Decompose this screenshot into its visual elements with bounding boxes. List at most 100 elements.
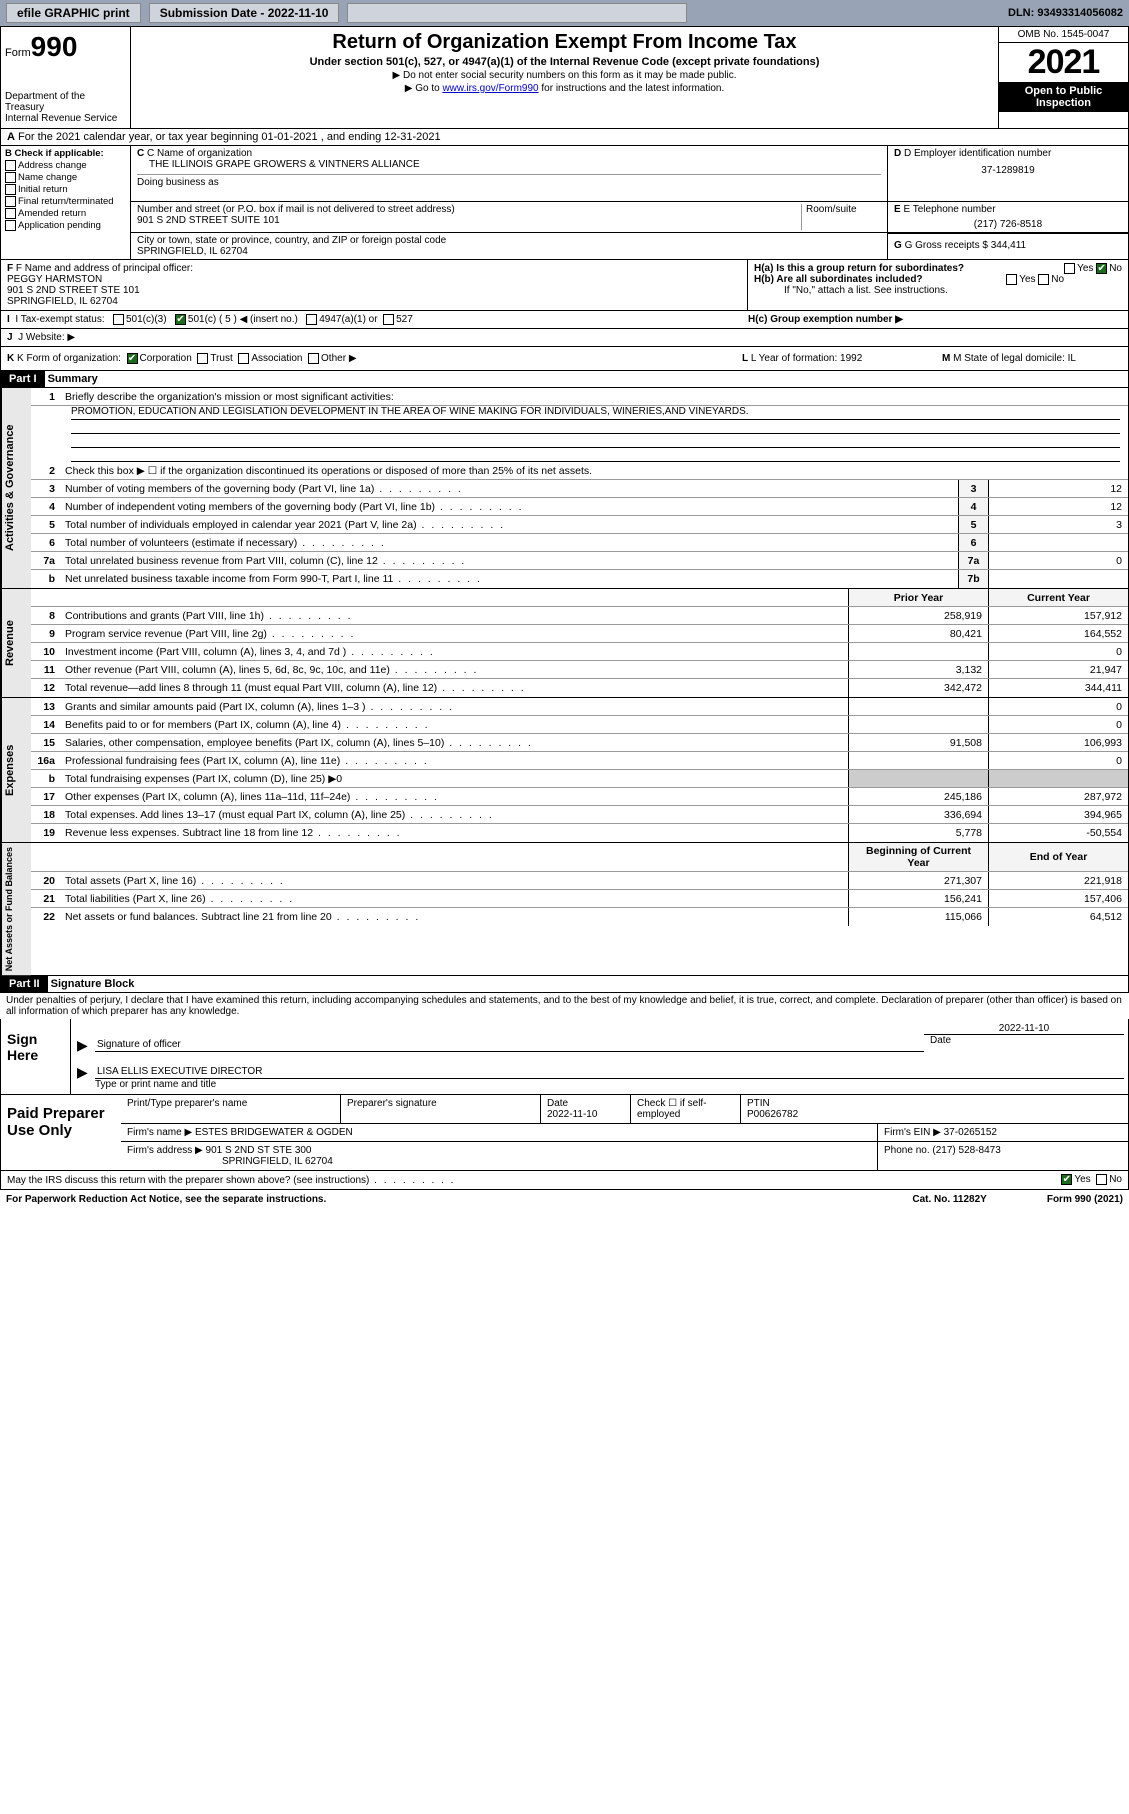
officer-name-title: LISA ELLIS EXECUTIVE DIRECTOR <box>97 1066 262 1077</box>
col-end: End of Year <box>988 843 1128 871</box>
line-8-text: Contributions and grants (Part VIII, lin… <box>61 608 848 624</box>
line-b-val <box>988 570 1128 588</box>
section-revenue: Revenue Prior YearCurrent Year 8Contribu… <box>0 589 1129 698</box>
line-13-curr: 0 <box>988 698 1128 715</box>
ein-value: 37-1289819 <box>894 165 1122 176</box>
city-value: SPRINGFIELD, IL 62704 <box>137 246 881 257</box>
dept-label: Department of the Treasury <box>5 91 126 113</box>
line-14-prior <box>848 716 988 733</box>
line-16a-curr: 0 <box>988 752 1128 769</box>
phone-value: (217) 726-8518 <box>894 219 1122 230</box>
line-3-val: 12 <box>988 480 1128 497</box>
chk-address-change[interactable]: Address change <box>5 160 126 171</box>
chk-final-return[interactable]: Final return/terminated <box>5 196 126 207</box>
col-d-label: D D Employer identification number <box>894 148 1122 159</box>
col-prior: Prior Year <box>848 589 988 606</box>
footer-left: For Paperwork Reduction Act Notice, see … <box>6 1194 326 1205</box>
section-expenses: Expenses 13Grants and similar amounts pa… <box>0 698 1129 843</box>
col-g: G G Gross receipts $ 344,411 <box>888 233 1128 259</box>
line-14-curr: 0 <box>988 716 1128 733</box>
side-expenses: Expenses <box>1 698 31 842</box>
q1-label: Briefly describe the organization's miss… <box>61 389 1128 405</box>
form-note-2: ▶ Go to www.irs.gov/Form990 for instruct… <box>139 83 990 94</box>
line-18-text: Total expenses. Add lines 13–17 (must eq… <box>61 807 848 823</box>
officer-city: SPRINGFIELD, IL 62704 <box>7 296 741 307</box>
paid-preparer-block: Paid Preparer Use Only Print/Type prepar… <box>0 1095 1129 1171</box>
irs-link[interactable]: www.irs.gov/Form990 <box>442 83 538 94</box>
line-20-text: Total assets (Part X, line 16) <box>61 873 848 889</box>
chk-app-pending[interactable]: Application pending <box>5 220 126 231</box>
sign-here-block: Sign Here 2022-11-10 ▶Signature of offic… <box>0 1019 1129 1095</box>
firm-addr-label: Firm's address ▶ <box>127 1145 203 1156</box>
h-a: H(a) Is this a group return for subordin… <box>754 263 1122 274</box>
line-5-text: Total number of individuals employed in … <box>61 517 958 533</box>
part1-header: Part I <box>1 371 45 387</box>
firm-addr: 901 S 2ND ST STE 300 <box>206 1145 312 1156</box>
h-b: H(b) Are all subordinates included? Yes … <box>754 274 1122 285</box>
line-18-prior: 336,694 <box>848 806 988 823</box>
efile-print-button[interactable]: efile GRAPHIC print <box>6 3 141 23</box>
line-10-curr: 0 <box>988 643 1128 660</box>
inspection-badge: Open to Public Inspection <box>999 82 1128 112</box>
line-4-box: 4 <box>958 498 988 515</box>
line-9-text: Program service revenue (Part VIII, line… <box>61 626 848 642</box>
line-3-box: 3 <box>958 480 988 497</box>
sig-officer-label: Signature of officer <box>97 1039 181 1050</box>
line-22-text: Net assets or fund balances. Subtract li… <box>61 909 848 925</box>
addr-label: Number and street (or P.O. box if mail i… <box>137 204 801 215</box>
sig-date: 2022-11-10 <box>924 1023 1124 1035</box>
row-k: K K Form of organization: ✔Corporation T… <box>0 347 1129 371</box>
line-12-prior: 342,472 <box>848 679 988 697</box>
page-footer: For Paperwork Reduction Act Notice, see … <box>0 1190 1129 1209</box>
line-19-curr: -50,554 <box>988 824 1128 842</box>
form-title: Return of Organization Exempt From Incom… <box>139 31 990 54</box>
line-12-text: Total revenue—add lines 8 through 11 (mu… <box>61 680 848 696</box>
mission-text: PROMOTION, EDUCATION AND LEGISLATION DEV… <box>71 406 1120 420</box>
line-20-prior: 271,307 <box>848 872 988 889</box>
line-b-box: 7b <box>958 570 988 588</box>
footer-mid: Cat. No. 11282Y <box>912 1194 986 1205</box>
line-6-box: 6 <box>958 534 988 551</box>
line-8-curr: 157,912 <box>988 607 1128 624</box>
col-b: B Check if applicable: Address change Na… <box>1 146 131 259</box>
firm-phone: (217) 528-8473 <box>932 1145 1000 1156</box>
chk-amended[interactable]: Amended return <box>5 208 126 219</box>
line-b-prior <box>848 770 988 787</box>
row-a: A For the 2021 calendar year, or tax yea… <box>0 129 1129 146</box>
line-21-text: Total liabilities (Part X, line 26) <box>61 891 848 907</box>
part1-title: Summary <box>48 373 98 385</box>
line-5-box: 5 <box>958 516 988 533</box>
omb-label: OMB No. 1545-0047 <box>999 27 1128 43</box>
submission-date-label: Submission Date - 2022-11-10 <box>149 3 340 23</box>
line-15-text: Salaries, other compensation, employee b… <box>61 735 848 751</box>
chk-initial-return[interactable]: Initial return <box>5 184 126 195</box>
line-3-text: Number of voting members of the governin… <box>61 481 958 497</box>
line-10-text: Investment income (Part VIII, column (A)… <box>61 644 848 660</box>
line-7a-box: 7a <box>958 552 988 569</box>
row-m: M M State of legal domicile: IL <box>942 353 1122 364</box>
firm-ein-label: Firm's EIN ▶ <box>884 1127 941 1138</box>
line-b-text: Net unrelated business taxable income fr… <box>61 571 958 587</box>
line-15-curr: 106,993 <box>988 734 1128 751</box>
line-11-curr: 21,947 <box>988 661 1128 678</box>
line-20-curr: 221,918 <box>988 872 1128 889</box>
line-19-prior: 5,778 <box>848 824 988 842</box>
row-f-label: F F Name and address of principal office… <box>7 263 741 274</box>
line-11-prior: 3,132 <box>848 661 988 678</box>
firm-name: ESTES BRIDGEWATER & OGDEN <box>195 1127 353 1138</box>
prep-date: 2022-11-10 <box>547 1109 597 1120</box>
officer-name: PEGGY HARMSTON <box>7 274 741 285</box>
prep-date-label: Date <box>547 1098 568 1109</box>
line-16a-text: Professional fundraising fees (Part IX, … <box>61 753 848 769</box>
line-9-prior: 80,421 <box>848 625 988 642</box>
chk-name-change[interactable]: Name change <box>5 172 126 183</box>
line-17-curr: 287,972 <box>988 788 1128 805</box>
paid-preparer-label: Paid Preparer Use Only <box>1 1095 121 1170</box>
date-label: Date <box>924 1035 1124 1052</box>
line-19-text: Revenue less expenses. Subtract line 18 … <box>61 825 848 841</box>
line-15-prior: 91,508 <box>848 734 988 751</box>
h-c: H(c) Group exemption number ▶ <box>742 314 1122 325</box>
blank-bar <box>347 3 687 23</box>
line-16a-prior <box>848 752 988 769</box>
line-11-text: Other revenue (Part VIII, column (A), li… <box>61 662 848 678</box>
